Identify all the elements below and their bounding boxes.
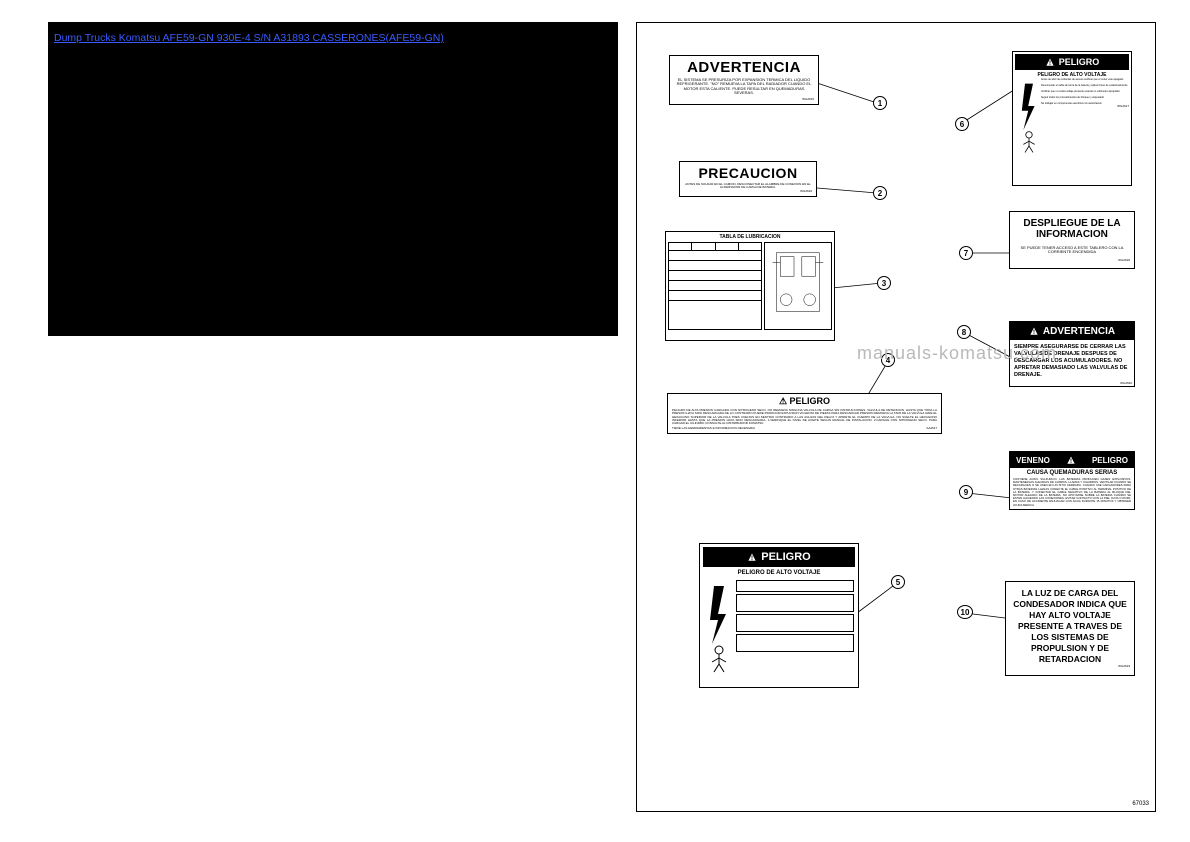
watermark: manuals-komatsu.com bbox=[857, 343, 1057, 364]
label-1-title: ADVERTENCIA bbox=[674, 59, 814, 76]
callout-8: 8 bbox=[957, 325, 971, 339]
label-4-footer: TIENE LAS HERRAMIENTAS E INFORMACION NEC… bbox=[672, 427, 755, 430]
label-8-code: WG2620 bbox=[1010, 382, 1134, 385]
label-7-code: WG2618 bbox=[1014, 259, 1130, 262]
label-10-body: LA LUZ DE CARGA DEL CONDESADOR INDICA QU… bbox=[1010, 588, 1130, 665]
label-9-veneno-peligro: VENENO ! PELIGRO CAUSA QUEMADURAS SERIAS… bbox=[1009, 451, 1135, 510]
label-2-precaucion: PRECAUCION ANTES DE SOLDAR EN EL CAMION,… bbox=[679, 161, 817, 197]
label-3-title: TABLA DE LUBRICACION bbox=[668, 234, 832, 240]
label-2-title: PRECAUCION bbox=[684, 165, 812, 181]
callout-6: 6 bbox=[955, 117, 969, 131]
label-3-tabla-lubricacion: TABLA DE LUBRICACION bbox=[665, 231, 835, 341]
label-7-despliegue: DESPLIEGUE DE LA INFORMACION SE PUEDE TE… bbox=[1009, 211, 1135, 269]
callout-5: 5 bbox=[891, 575, 905, 589]
label-6-peligro-voltaje: ! PELIGRO PELIGRO DE ALTO VOLTAJE Antes … bbox=[1012, 51, 1132, 186]
high-voltage-icon bbox=[704, 584, 734, 679]
callout-10: 10 bbox=[957, 605, 973, 619]
callout-1: 1 bbox=[873, 96, 887, 110]
label-5-body bbox=[736, 580, 854, 652]
label-4-title: ⚠ PELIGRO bbox=[672, 396, 937, 407]
callout-3: 3 bbox=[877, 276, 891, 290]
page-frame: ADVERTENCIA EL SISTEMA SE PRESURIZA POR … bbox=[636, 22, 1156, 812]
high-voltage-icon bbox=[1017, 82, 1041, 159]
label-1-code: WG2615 bbox=[674, 98, 814, 101]
svg-text:!: ! bbox=[1033, 330, 1035, 336]
page-code: 67033 bbox=[1132, 801, 1149, 807]
svg-text:!: ! bbox=[751, 556, 753, 562]
label-4-body: PELIGRO DE ALTA PRESION CARGADO CON NITR… bbox=[672, 409, 937, 425]
label-2-code: WG2610 bbox=[684, 190, 812, 193]
label-10-code: WG2619 bbox=[1010, 665, 1130, 668]
label-1-body: EL SISTEMA SE PRESURIZA POR EXPANSION TE… bbox=[674, 78, 814, 96]
label-5-title: PELIGRO bbox=[761, 551, 811, 563]
label-8-title: ADVERTENCIA bbox=[1043, 326, 1115, 337]
label-2-body: ANTES DE SOLDAR EN EL CAMION, DESCONECTA… bbox=[684, 183, 812, 190]
lubrication-table-graphic bbox=[668, 242, 832, 330]
label-9-title-right: PELIGRO bbox=[1092, 456, 1128, 465]
callout-7: 7 bbox=[959, 246, 973, 260]
label-1-advertencia: ADVERTENCIA EL SISTEMA SE PRESURIZA POR … bbox=[669, 55, 819, 105]
label-9-sub: CAUSA QUEMADURAS SERIAS bbox=[1010, 468, 1134, 476]
label-4-peligro-presion: ⚠ PELIGRO PELIGRO DE ALTA PRESION CARGAD… bbox=[667, 393, 942, 434]
callout-9: 9 bbox=[959, 485, 973, 499]
callout-2: 2 bbox=[873, 186, 887, 200]
warning-triangle-icon: ! bbox=[747, 552, 757, 562]
label-9-title-left: VENENO bbox=[1016, 456, 1050, 465]
label-7-body: SE PUEDE TENER ACCESO A ESTE TABLERO CON… bbox=[1014, 246, 1130, 255]
label-4-code: AA2617 bbox=[926, 427, 937, 430]
label-7-title1: DESPLIEGUE DE LA bbox=[1014, 218, 1130, 229]
label-6-body: Antes de abrir las cubiertas de acceso v… bbox=[1041, 78, 1129, 105]
warning-triangle-icon: ! bbox=[1045, 57, 1055, 67]
header-bar: Dump Trucks Komatsu AFE59-GN 930E-4 S/N … bbox=[48, 22, 618, 336]
parts-manual-link[interactable]: Dump Trucks Komatsu AFE59-GN 930E-4 S/N … bbox=[54, 32, 444, 44]
warning-triangle-icon: ! bbox=[1066, 455, 1076, 465]
svg-text:!: ! bbox=[1049, 61, 1051, 67]
label-5-peligro-voltaje: ! PELIGRO PELIGRO DE ALTO VOLTAJE bbox=[699, 543, 859, 688]
label-5-sub: PELIGRO DE ALTO VOLTAJE bbox=[700, 570, 858, 576]
label-9-body: CONTIENE ACIDO SULFURICO. LAS BATERIAS P… bbox=[1010, 476, 1134, 509]
warning-triangle-icon: ! bbox=[1029, 326, 1039, 336]
label-6-title: PELIGRO bbox=[1059, 57, 1100, 67]
svg-text:!: ! bbox=[1070, 459, 1072, 465]
label-10-luz-carga: LA LUZ DE CARGA DEL CONDESADOR INDICA QU… bbox=[1005, 581, 1135, 676]
label-7-title2: INFORMACION bbox=[1014, 229, 1130, 240]
